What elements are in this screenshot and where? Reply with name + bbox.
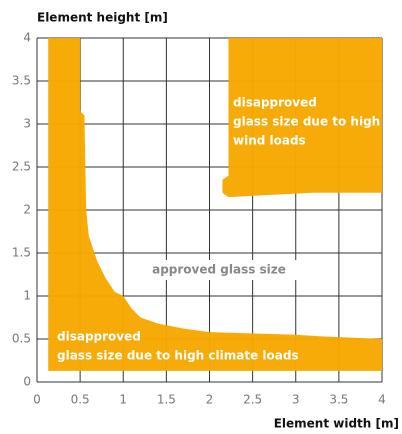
x-tick-label: 2 — [206, 393, 214, 407]
region — [222, 38, 382, 198]
x-tick-label: 4 — [378, 393, 386, 407]
y-tick-label: 0.5 — [12, 332, 31, 346]
region-label: disapproved — [233, 96, 317, 110]
region-label: wind loads — [233, 134, 306, 148]
x-axis-title: Element width [m] — [274, 417, 399, 431]
y-tick-label: 1 — [23, 289, 31, 303]
region — [48, 38, 383, 371]
y-tick-label: 3.5 — [12, 74, 31, 88]
y-tick-label: 4 — [23, 31, 31, 45]
annotation: approved glass size — [152, 263, 286, 277]
x-tick-label: 2.5 — [243, 393, 262, 407]
y-tick-label: 0 — [23, 375, 31, 389]
y-tick-label: 2.5 — [12, 160, 31, 174]
x-tick-label: 1 — [119, 393, 127, 407]
y-axis-title: Element height [m] — [37, 11, 168, 25]
x-tick-label: 3.5 — [329, 393, 348, 407]
x-tick-label: 0.5 — [71, 393, 90, 407]
y-tick-label: 1.5 — [12, 246, 31, 260]
x-tick-label: 0 — [33, 393, 41, 407]
region-label: glass size due to high — [233, 115, 380, 129]
region-label: disapproved — [57, 330, 141, 344]
x-tick-label: 3 — [292, 393, 300, 407]
region-label: glass size due to high climate loads — [57, 349, 299, 363]
y-tick-label: 2 — [23, 203, 31, 217]
x-tick-label: 1.5 — [157, 393, 176, 407]
annotation-bg — [142, 260, 297, 280]
y-tick-label: 3 — [23, 117, 31, 131]
